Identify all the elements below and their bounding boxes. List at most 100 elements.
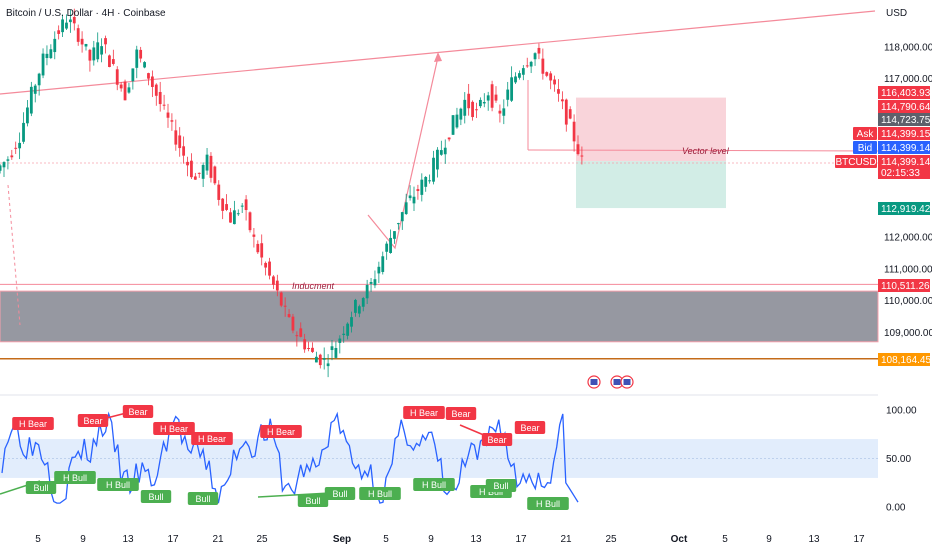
candle-body[interactable] xyxy=(264,262,268,268)
candle-body[interactable] xyxy=(322,358,326,360)
candle-body[interactable] xyxy=(404,202,408,215)
candle-body[interactable] xyxy=(100,46,104,55)
candle-body[interactable] xyxy=(143,62,146,68)
candle-body[interactable] xyxy=(389,237,392,253)
candle-body[interactable] xyxy=(400,212,404,222)
candle-body[interactable] xyxy=(49,49,53,59)
candle-body[interactable] xyxy=(170,120,174,122)
price-tag-114723[interactable] xyxy=(878,113,930,126)
candle-body[interactable] xyxy=(186,161,189,166)
candle-body[interactable] xyxy=(451,115,455,135)
candle-body[interactable] xyxy=(178,135,182,149)
candle-body[interactable] xyxy=(494,94,498,101)
candle-body[interactable] xyxy=(131,68,135,82)
candle-body[interactable] xyxy=(205,154,209,171)
candle-body[interactable] xyxy=(41,53,45,76)
candle-body[interactable] xyxy=(57,30,61,34)
candle-body[interactable] xyxy=(557,89,560,94)
candle-body[interactable] xyxy=(291,316,295,331)
price-tag-116403[interactable] xyxy=(878,86,930,99)
oscillator-layer[interactable] xyxy=(0,409,878,504)
candle-body[interactable] xyxy=(334,347,338,358)
candle-body[interactable] xyxy=(541,58,545,74)
trendline[interactable] xyxy=(0,10,876,95)
candle-body[interactable] xyxy=(416,189,420,192)
candle-body[interactable] xyxy=(361,298,365,307)
candle-body[interactable] xyxy=(197,172,201,174)
candle-body[interactable] xyxy=(463,99,467,116)
candle-body[interactable] xyxy=(432,157,435,182)
candle-body[interactable] xyxy=(455,114,459,128)
candle-body[interactable] xyxy=(229,212,232,223)
candle-body[interactable] xyxy=(209,155,213,178)
candle-body[interactable] xyxy=(45,53,49,59)
price-tag-108164[interactable] xyxy=(878,353,930,366)
price-tag-bid[interactable] xyxy=(878,141,930,154)
candle-body[interactable] xyxy=(318,354,322,366)
candle-body[interactable] xyxy=(217,184,221,200)
candle-body[interactable] xyxy=(2,162,6,168)
candle-body[interactable] xyxy=(350,317,353,327)
candle-body[interactable] xyxy=(236,213,240,215)
candle-body[interactable] xyxy=(213,166,217,184)
candle-body[interactable] xyxy=(18,142,22,149)
candle-body[interactable] xyxy=(299,328,303,337)
candle-body[interactable] xyxy=(33,85,37,94)
candle-body[interactable] xyxy=(29,86,33,114)
candle-body[interactable] xyxy=(150,76,154,87)
candle-body[interactable] xyxy=(279,292,283,306)
candle-body[interactable] xyxy=(182,146,186,156)
candle-body[interactable] xyxy=(510,77,514,101)
candle-body[interactable] xyxy=(357,306,361,314)
candle-body[interactable] xyxy=(76,28,80,42)
candle-body[interactable] xyxy=(346,323,350,336)
candle-body[interactable] xyxy=(576,144,580,155)
candle-body[interactable] xyxy=(166,112,170,118)
candle-body[interactable] xyxy=(295,335,299,337)
candle-body[interactable] xyxy=(221,198,225,211)
candle-body[interactable] xyxy=(396,223,400,225)
candle-body[interactable] xyxy=(68,19,72,23)
candle-body[interactable] xyxy=(10,155,14,158)
candle-body[interactable] xyxy=(162,104,166,106)
candle-body[interactable] xyxy=(193,176,197,180)
candle-body[interactable] xyxy=(490,84,494,108)
candle-body[interactable] xyxy=(537,47,541,54)
candle-body[interactable] xyxy=(6,159,10,161)
candle-body[interactable] xyxy=(518,73,521,78)
candle-body[interactable] xyxy=(545,72,549,76)
price-tag-110511[interactable] xyxy=(878,279,930,292)
candle-body[interactable] xyxy=(225,204,228,210)
candle-body[interactable] xyxy=(502,108,506,116)
currency-label[interactable]: USD xyxy=(886,8,907,19)
candle-body[interactable] xyxy=(111,59,115,64)
candle-body[interactable] xyxy=(326,363,330,367)
candle-body[interactable] xyxy=(521,68,525,75)
candle-body[interactable] xyxy=(475,109,478,111)
price-tag-114790[interactable] xyxy=(878,100,930,113)
candle-body[interactable] xyxy=(377,266,381,274)
candle-body[interactable] xyxy=(283,305,287,307)
candle-body[interactable] xyxy=(123,81,127,101)
candle-body[interactable] xyxy=(65,22,68,29)
price-tag-last[interactable] xyxy=(878,155,930,179)
candle-body[interactable] xyxy=(338,338,342,343)
candle-body[interactable] xyxy=(553,79,556,85)
candle-body[interactable] xyxy=(467,93,471,109)
candle-body[interactable] xyxy=(443,147,447,155)
candle-body[interactable] xyxy=(420,179,424,195)
vector-level-line[interactable] xyxy=(527,149,879,152)
candle-body[interactable] xyxy=(240,205,244,207)
candle-body[interactable] xyxy=(232,210,236,225)
candle-body[interactable] xyxy=(119,84,123,89)
candle-body[interactable] xyxy=(381,256,385,272)
candle-body[interactable] xyxy=(424,177,428,187)
candle-body[interactable] xyxy=(248,212,252,231)
candle-body[interactable] xyxy=(61,19,64,33)
candle-body[interactable] xyxy=(506,89,510,100)
candle-body[interactable] xyxy=(393,231,396,239)
candle-body[interactable] xyxy=(365,285,369,299)
price-tag-112919[interactable] xyxy=(878,202,930,215)
